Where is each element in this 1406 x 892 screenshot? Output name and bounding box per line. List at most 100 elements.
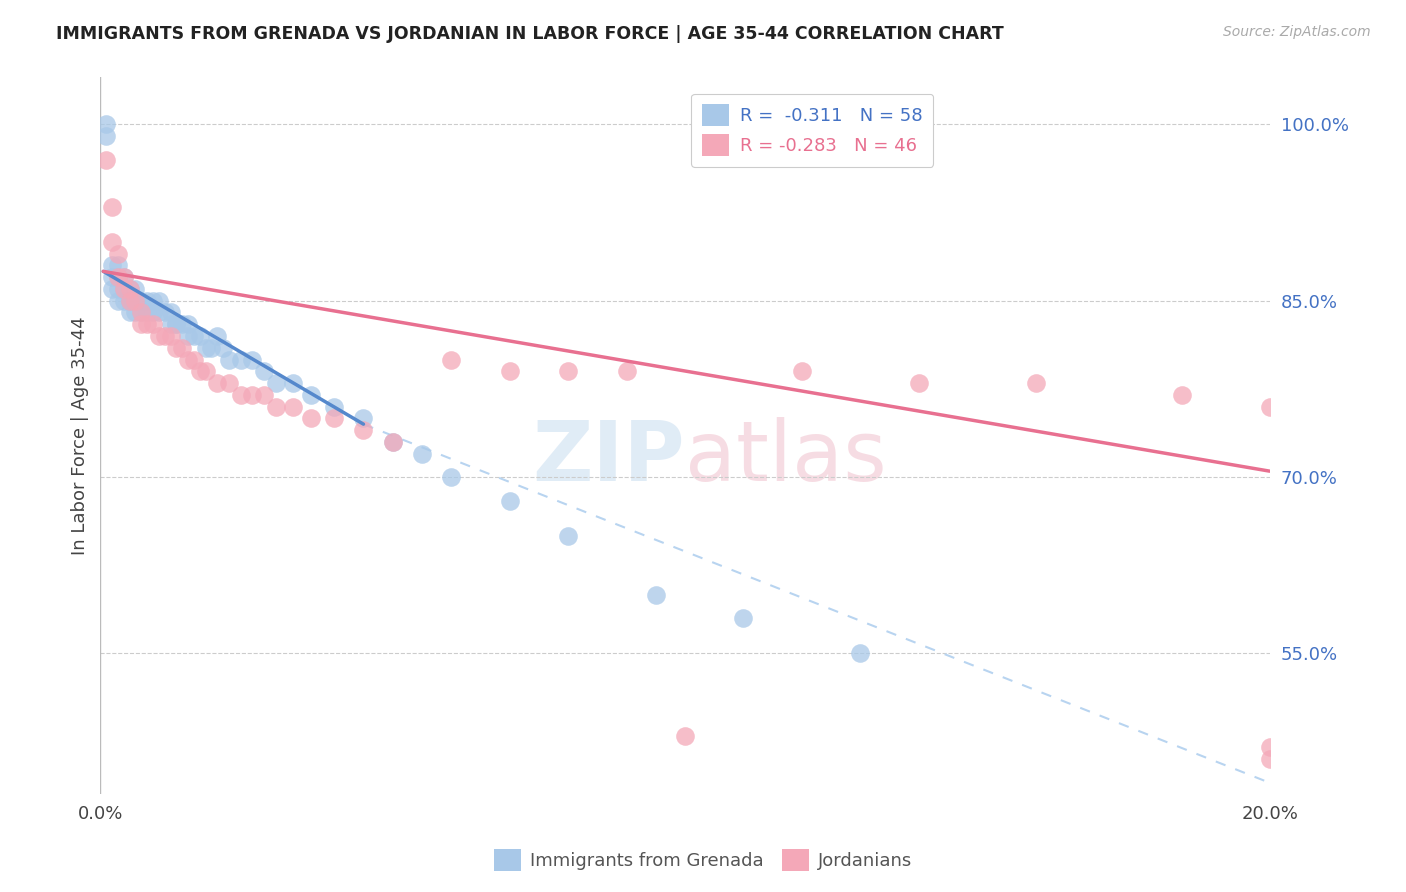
Point (142, 305, 165, 319)
Point (411, 446, 433, 460)
Point (107, 270, 129, 285)
Point (264, 376, 287, 390)
Point (136, 318, 159, 332)
Point (1258, 400, 1281, 414)
Point (101, 259, 124, 273)
Point (557, 364, 579, 378)
Point (323, 400, 346, 414)
Point (200, 341, 222, 355)
Y-axis label: In Labor Force | Age 35-44: In Labor Force | Age 35-44 (72, 317, 89, 555)
Point (124, 293, 146, 308)
Point (790, 364, 813, 378)
Point (172, 318, 194, 332)
Point (142, 293, 165, 308)
Point (381, 434, 404, 449)
Point (148, 305, 170, 319)
Point (165, 318, 187, 332)
Point (124, 293, 146, 308)
Point (194, 341, 217, 355)
Point (118, 293, 141, 308)
Point (112, 270, 135, 285)
Point (172, 341, 194, 355)
Point (107, 270, 129, 285)
Point (557, 529, 579, 543)
Legend: R =  -0.311   N = 58, R = -0.283   N = 46: R = -0.311 N = 58, R = -0.283 N = 46 (692, 94, 934, 167)
Point (1258, 752, 1281, 766)
Point (101, 270, 124, 285)
Point (159, 305, 181, 319)
Point (165, 318, 187, 332)
Point (229, 352, 252, 367)
Point (101, 200, 124, 214)
Point (177, 318, 200, 332)
Point (107, 259, 129, 273)
Point (118, 282, 141, 296)
Point (498, 493, 520, 508)
Point (207, 329, 229, 343)
Text: IMMIGRANTS FROM GRENADA VS JORDANIAN IN LABOR FORCE | AGE 35-44 CORRELATION CHAR: IMMIGRANTS FROM GRENADA VS JORDANIAN IN … (56, 25, 1004, 43)
Point (136, 305, 159, 319)
Text: atlas: atlas (685, 417, 887, 498)
Point (107, 246, 129, 260)
Point (253, 388, 276, 402)
Point (283, 400, 305, 414)
Point (644, 588, 666, 602)
Point (229, 388, 252, 402)
Point (112, 270, 135, 285)
Point (159, 318, 181, 332)
Point (148, 329, 170, 343)
Point (112, 282, 135, 296)
Point (1258, 740, 1281, 755)
Point (96, 118, 118, 132)
Point (183, 329, 205, 343)
Point (118, 305, 141, 319)
Point (908, 376, 931, 390)
Point (1025, 376, 1047, 390)
Point (129, 318, 152, 332)
Point (124, 305, 146, 319)
Point (165, 341, 187, 355)
Point (148, 293, 170, 308)
Point (129, 305, 152, 319)
Point (353, 411, 375, 425)
Point (118, 282, 141, 296)
Point (207, 376, 229, 390)
Point (381, 434, 404, 449)
Point (353, 423, 375, 437)
Point (107, 282, 129, 296)
Point (299, 411, 322, 425)
Point (240, 388, 263, 402)
Point (849, 646, 872, 660)
Point (153, 329, 176, 343)
Point (218, 376, 240, 390)
Point (616, 364, 638, 378)
Point (124, 282, 146, 296)
Point (101, 282, 124, 296)
Point (142, 318, 165, 332)
Point (299, 388, 322, 402)
Point (118, 293, 141, 308)
Point (101, 235, 124, 249)
Point (112, 282, 135, 296)
Point (129, 305, 152, 319)
Point (733, 611, 755, 625)
Point (194, 364, 217, 378)
Legend: Immigrants from Grenada, Jordanians: Immigrants from Grenada, Jordanians (486, 842, 920, 879)
Point (96, 129, 118, 144)
Point (283, 376, 305, 390)
Point (112, 293, 135, 308)
Point (188, 364, 211, 378)
Point (177, 352, 200, 367)
Point (118, 293, 141, 308)
Point (153, 305, 176, 319)
Point (240, 352, 263, 367)
Point (129, 293, 152, 308)
Point (264, 400, 287, 414)
Point (498, 364, 520, 378)
Point (440, 352, 463, 367)
Point (96, 153, 118, 167)
Point (188, 329, 211, 343)
Point (159, 329, 181, 343)
Point (212, 341, 235, 355)
Point (218, 352, 240, 367)
